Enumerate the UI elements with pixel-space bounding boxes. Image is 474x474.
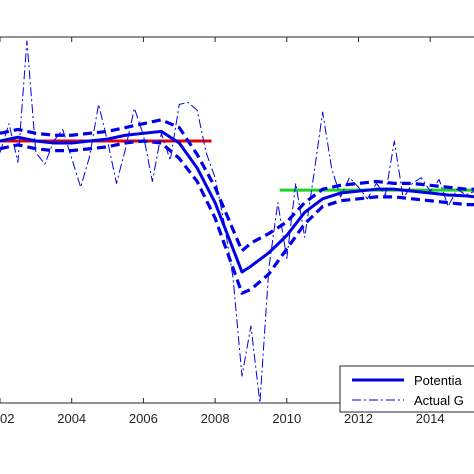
legend-box [339, 365, 474, 413]
series-line-potential [0, 129, 474, 274]
x-tick-label-2008: 2008 [201, 411, 230, 426]
legend: Potentia Actual G [339, 365, 474, 413]
x-tick-label-2012: 2012 [344, 411, 373, 426]
series-line-potential-lower-band [0, 139, 474, 295]
series-line-potential-upper-band [0, 118, 474, 253]
x-tick-label-2004: 2004 [57, 411, 86, 426]
series-layer [0, 40, 474, 403]
legend-label-potential: Potentia [414, 373, 462, 388]
x-axis-ticks: 2002 2004 2006 2008 2010 2012 2014 [0, 37, 445, 426]
plot-background [0, 36, 474, 404]
x-tick-label-2006: 2006 [129, 411, 158, 426]
x-tick-label-2014: 2014 [416, 411, 445, 426]
legend-label-actual: Actual G [414, 393, 464, 408]
x-tick-label-2002: 2002 [0, 411, 14, 426]
x-tick-label-2010: 2010 [272, 411, 301, 426]
series-line-actual [0, 40, 474, 403]
